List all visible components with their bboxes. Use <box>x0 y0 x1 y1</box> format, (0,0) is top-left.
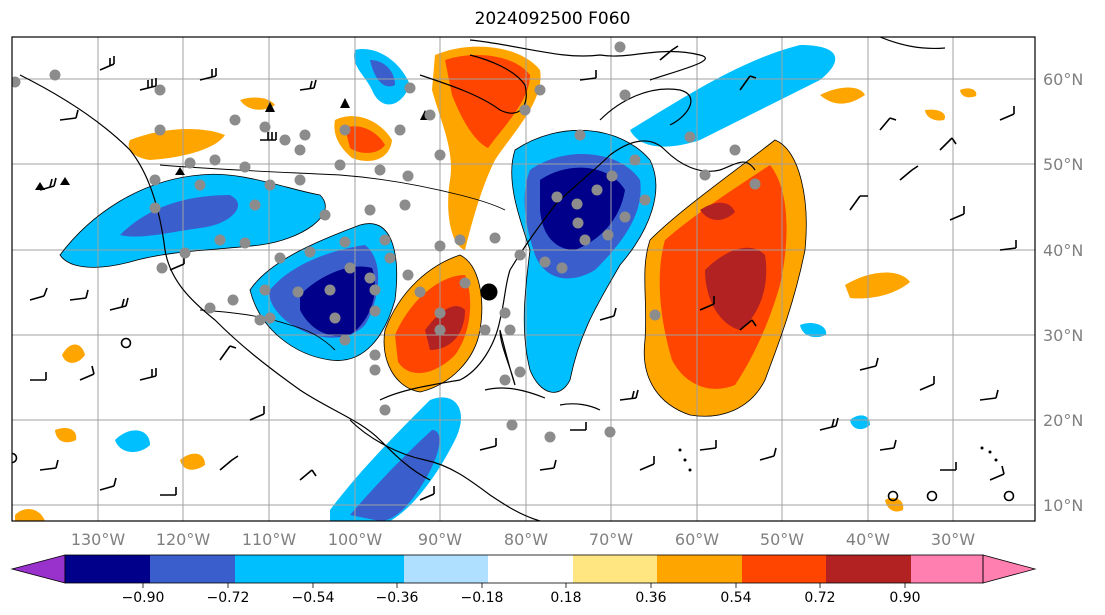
florida <box>499 329 516 386</box>
colorbar-segment <box>404 555 488 583</box>
longitude-labels: 130°W 120°W 110°W 100°W 90°W 80°W 70°W 6… <box>71 530 975 549</box>
colorbar-tick-label: 0.90 <box>889 590 920 606</box>
colorbar-segment <box>911 555 983 583</box>
us-mexico-border <box>199 309 336 351</box>
lat-label: 10°N <box>1043 496 1083 515</box>
cuba <box>484 387 546 399</box>
lon-label: 130°W <box>71 530 126 549</box>
colorbar-extend-low <box>10 554 66 584</box>
negative-anomaly-region <box>115 430 150 452</box>
canada-arctic <box>469 39 706 81</box>
us-canada-border <box>159 164 506 211</box>
labrador <box>599 88 692 126</box>
positive-anomaly-region <box>925 109 946 121</box>
lat-label: 30°N <box>1043 326 1083 345</box>
map-frame <box>11 36 1036 522</box>
positive-anomaly-region <box>128 128 225 160</box>
graticule <box>12 37 1035 521</box>
positive-anomaly-region <box>180 453 205 470</box>
colorbar-segment <box>573 555 657 583</box>
map-title: 2024092500 F060 <box>474 9 631 29</box>
colorbar-tick-label: 0.36 <box>635 590 666 606</box>
positive-anomaly-region <box>700 202 735 220</box>
colorbar-segment <box>826 555 911 583</box>
positive-anomaly-region <box>820 87 865 104</box>
mexico-central <box>349 419 541 521</box>
colorbar-tick-label: −0.54 <box>292 590 335 606</box>
wind-barbs <box>29 45 1017 501</box>
colorbar-tick-label: −0.72 <box>207 590 250 606</box>
colorbar-tick-label: 0.18 <box>550 590 581 606</box>
lat-label: 20°N <box>1043 411 1083 430</box>
positive-anomaly-region <box>705 247 767 330</box>
lon-label: 90°W <box>418 530 462 549</box>
lon-label: 30°W <box>931 530 975 549</box>
greenland <box>879 37 946 50</box>
hispaniola <box>559 403 601 411</box>
colorbar-segment <box>319 555 404 583</box>
positive-anomaly-region <box>55 428 77 443</box>
colorbar-segment <box>488 555 573 583</box>
colorbar: −0.90 −0.72 −0.54 −0.36 −0.18 0.18 0.36 … <box>10 554 1037 606</box>
open-circle-markers <box>12 337 1015 502</box>
positive-anomaly-region <box>845 272 910 299</box>
colorbar-extend-high <box>982 554 1037 584</box>
positive-anomaly-region <box>15 509 45 521</box>
positive-anomaly-region <box>240 97 275 110</box>
lon-label: 50°W <box>760 530 804 549</box>
lon-label: 70°W <box>589 530 633 549</box>
negative-anomaly-region <box>800 323 827 338</box>
positive-anomaly-region <box>960 88 977 98</box>
colorbar-tick-label: −0.90 <box>122 590 165 606</box>
colorbar-segment <box>742 555 826 583</box>
negative-anomaly-region <box>850 415 870 430</box>
lon-label: 120°W <box>156 530 211 549</box>
colorbar-segment <box>235 555 319 583</box>
latitude-labels: 60°N 50°N 40°N 30°N 20°N 10°N <box>1043 70 1083 515</box>
colorbar-segment <box>65 555 150 583</box>
east-coast <box>509 140 756 271</box>
colorbar-tick-label: −0.18 <box>461 590 504 606</box>
negative-anomaly-region <box>330 397 461 521</box>
negative-anomaly-region <box>370 60 395 87</box>
negative-anomaly-region <box>300 266 376 337</box>
lon-label: 60°W <box>675 530 719 549</box>
colorbar-segment <box>657 555 742 583</box>
negative-anomaly-region <box>120 195 239 237</box>
lon-label: 110°W <box>242 530 297 549</box>
colorbar-segment <box>150 555 235 583</box>
speckle-dots <box>678 446 998 472</box>
positive-anomaly-region <box>62 344 85 363</box>
north-america-west-coast <box>19 74 431 481</box>
map-panel <box>12 37 1035 521</box>
colorbar-tick-label: 0.72 <box>804 590 835 606</box>
lat-label: 50°N <box>1043 155 1083 174</box>
station-dots <box>12 41 761 443</box>
lon-label: 80°W <box>504 530 548 549</box>
colorbar-tick-label: 0.54 <box>720 590 751 606</box>
colorbar-tick-label: −0.36 <box>376 590 419 606</box>
colorbar-frame <box>64 554 984 584</box>
coastlines <box>19 37 946 521</box>
lat-label: 60°N <box>1043 70 1083 89</box>
negative-anomaly-region <box>540 167 625 250</box>
negative-anomaly-region <box>630 45 836 147</box>
lat-label: 40°N <box>1043 241 1083 260</box>
gulf-coast <box>379 269 511 401</box>
negative-anomaly-region <box>350 430 440 521</box>
lon-label: 40°W <box>846 530 890 549</box>
target-location-marker <box>480 283 498 301</box>
lon-label: 100°W <box>328 530 383 549</box>
